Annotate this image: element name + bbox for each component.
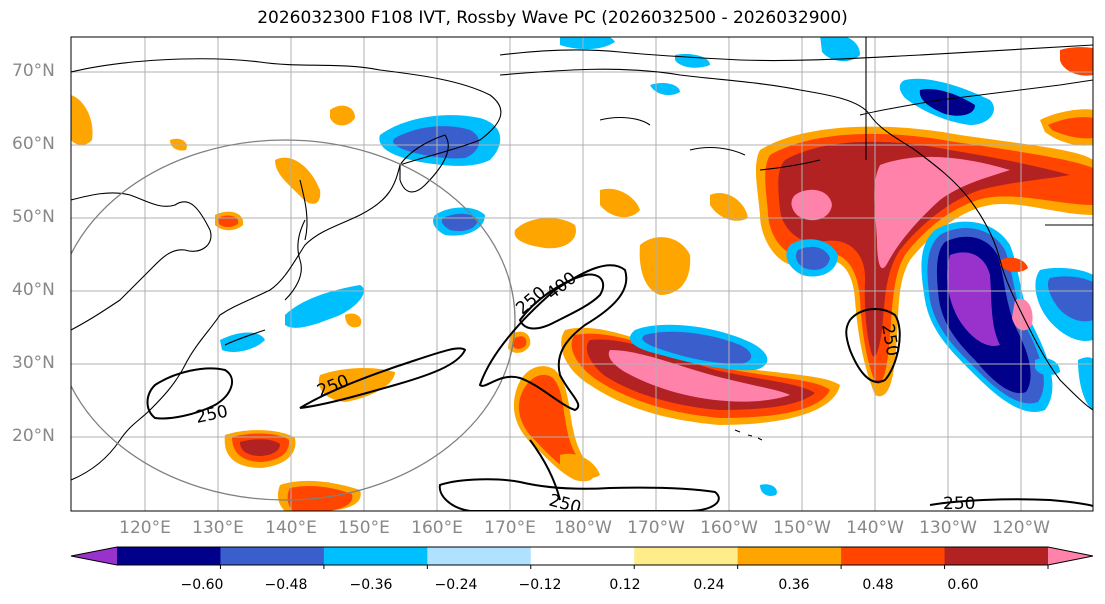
colorbar-tick-label: −0.24 (434, 577, 478, 593)
lat-label: 30°N (12, 353, 55, 373)
graticule (71, 37, 1093, 511)
lon-label: 160°E (411, 518, 463, 538)
lat-label: 20°N (12, 426, 55, 446)
lon-label: 180°W (554, 518, 612, 538)
colorbar-outline (70, 546, 1094, 566)
colorbar-tick-label: 0.36 (778, 577, 810, 593)
ivt-anomaly-fill (71, 37, 1093, 511)
contour-label: 250 (547, 491, 584, 519)
rossby-wave-circle (71, 139, 516, 501)
map-title: 2026032300 F108 IVT, Rossby Wave PC (202… (257, 8, 848, 28)
map-panel: 250 250 250 400 250 250 250 (71, 37, 1093, 519)
colorbar-segment (737, 547, 842, 565)
lat-label: 50°N (12, 207, 55, 227)
colorbar-tick-label: −0.36 (349, 577, 393, 593)
colorbar-segment (841, 547, 946, 565)
colorbar-tick-label: 0.48 (862, 577, 894, 593)
colorbar-segment (323, 547, 428, 565)
colorbar-extend-low (71, 547, 117, 565)
contour-label: 250 (943, 494, 975, 514)
lon-label: 140°W (846, 518, 904, 538)
lat-label: 60°N (12, 134, 55, 154)
lon-label: 130°W (919, 518, 977, 538)
map-frame (70, 36, 1094, 512)
colorbar-tick-label: 0.60 (947, 577, 979, 593)
lat-label: 70°N (12, 61, 55, 81)
lon-label: 120°E (119, 518, 171, 538)
colorbar-segment (117, 547, 221, 565)
lat-label: 40°N (12, 280, 55, 300)
colorbar-tick-label: −0.48 (264, 577, 308, 593)
colorbar-segment (530, 547, 635, 565)
lon-label: 170°E (484, 518, 536, 538)
colorbar-segment (427, 547, 532, 565)
colorbar (70, 546, 1094, 569)
lon-label: 130°E (192, 518, 244, 538)
lon-label: 170°W (627, 518, 685, 538)
lon-label: 150°E (338, 518, 390, 538)
colorbar-segment (944, 547, 1049, 565)
colorbar-tick-label: −0.12 (518, 577, 562, 593)
colorbar-tick-label: −0.60 (180, 577, 224, 593)
colorbar-segment (634, 547, 739, 565)
colorbar-tick-label: 0.12 (609, 577, 641, 593)
colorbar-segment (220, 547, 325, 565)
colorbar-extend-high (1048, 547, 1093, 565)
lon-label: 140°E (265, 518, 317, 538)
lon-label: 120°W (992, 518, 1050, 538)
lon-label: 160°W (700, 518, 758, 538)
coastlines (71, 37, 1093, 481)
colorbar-tick-label: 0.24 (693, 577, 725, 593)
lon-label: 150°W (773, 518, 831, 538)
